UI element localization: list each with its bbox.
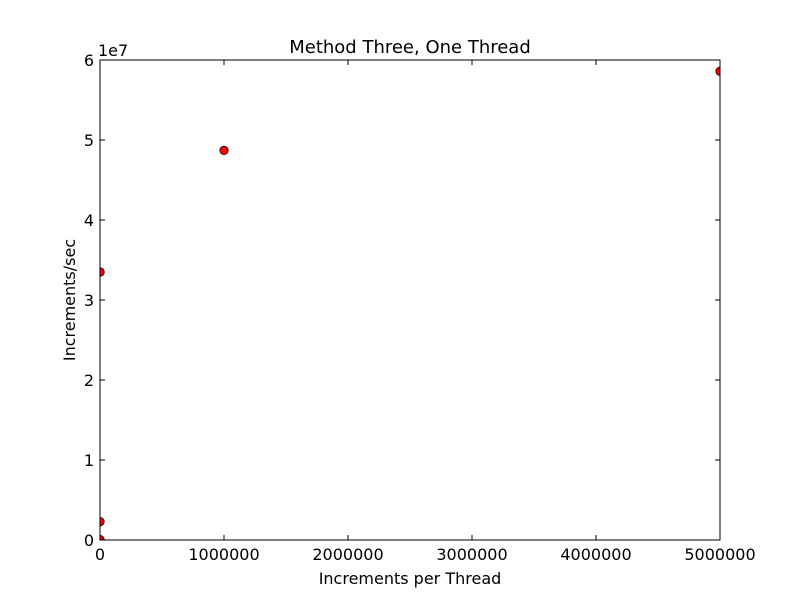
x-tick-label: 3000000 xyxy=(436,545,507,564)
chart-title: Method Three, One Thread xyxy=(289,37,531,58)
y-tick-label: 0 xyxy=(84,531,94,550)
x-tick-label: 1000000 xyxy=(188,545,259,564)
y-tick-label: 6 xyxy=(84,51,94,70)
x-tick-label: 0 xyxy=(95,545,105,564)
x-tick-label: 5000000 xyxy=(684,545,755,564)
y-tick-label: 5 xyxy=(84,131,94,150)
x-tick-label: 4000000 xyxy=(560,545,631,564)
x-axis-label: Increments per Thread xyxy=(319,569,502,588)
data-points xyxy=(100,66,720,540)
data-point xyxy=(219,145,229,155)
y-axis-label: Increments/sec xyxy=(60,239,79,361)
y-tick-label: 1 xyxy=(84,451,94,470)
y-tick-label: 4 xyxy=(84,211,94,230)
x-tick-label: 2000000 xyxy=(312,545,383,564)
plot-frame xyxy=(99,59,721,541)
y-tick-label: 2 xyxy=(84,371,94,390)
y-axis-offset-label: 1e7 xyxy=(98,41,128,60)
y-tick-label: 3 xyxy=(84,291,94,310)
plot-area: 0 1000000 2000000 3000000 4000000 5000000 0 1 2 3… xyxy=(84,51,756,564)
